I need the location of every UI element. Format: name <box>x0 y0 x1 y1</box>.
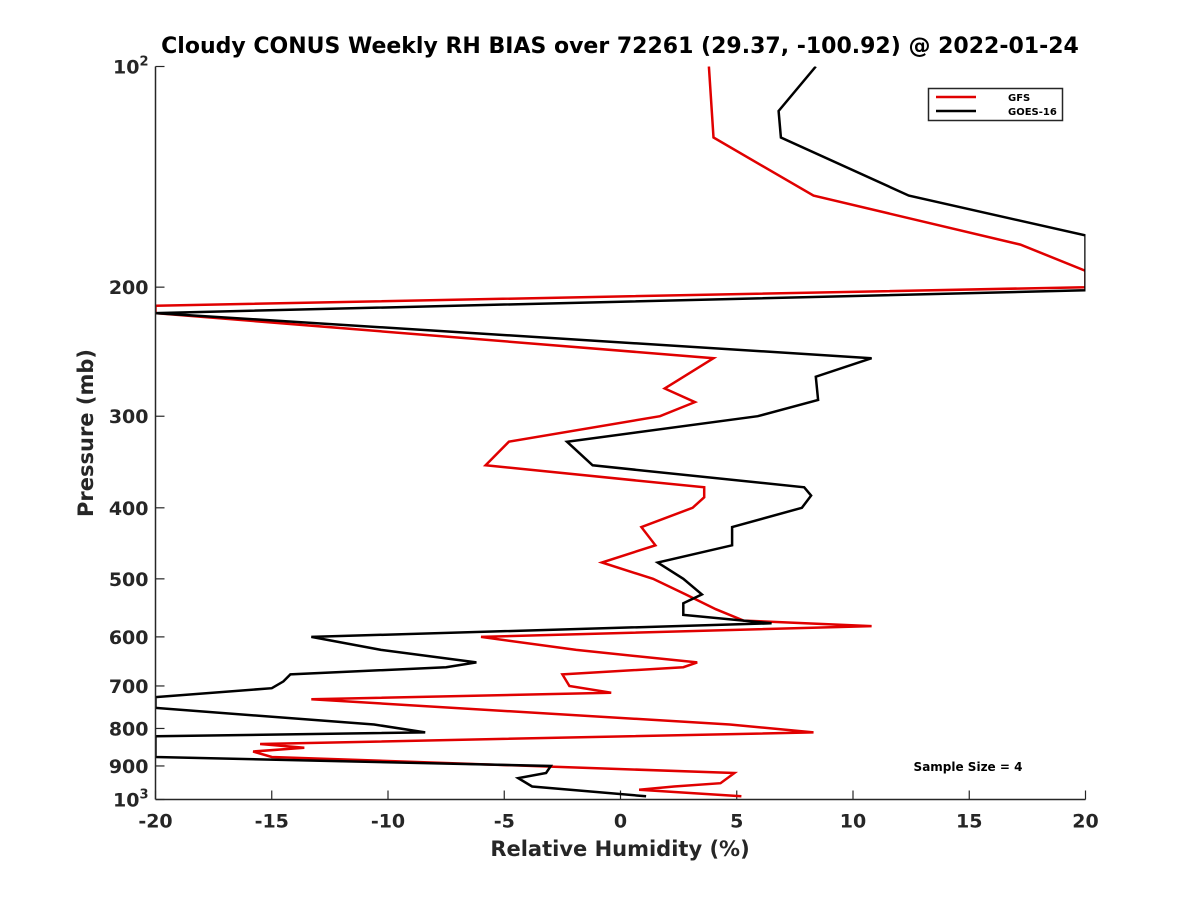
x-tick-label: 15 <box>956 811 982 833</box>
y-tick-label: 300 <box>109 406 149 428</box>
x-tick-label: -10 <box>371 811 405 833</box>
y-tick-label: 102 <box>113 55 149 79</box>
legend: GFS GOES-16 <box>927 87 1064 122</box>
legend-label-goes-16: GOES-16 <box>1008 107 1057 118</box>
x-axis: -20 -15 -10 -5 0 5 10 15 20 <box>138 790 1099 833</box>
legend-box <box>927 87 1064 122</box>
x-tick-label: -20 <box>138 811 172 833</box>
x-tick-label: -5 <box>494 811 515 833</box>
x-tick-label: 5 <box>730 811 743 833</box>
y-tick-label: 700 <box>109 676 149 698</box>
x-axis-label: Relative Humidity (%) <box>490 837 749 861</box>
x-tick-label: 20 <box>1072 811 1098 833</box>
x-tick-label: 0 <box>614 811 627 833</box>
y-tick-label: 800 <box>109 718 149 740</box>
plot-area <box>155 66 1086 800</box>
y-tick-label: 600 <box>109 627 149 649</box>
y-axis-label: Pressure (mb) <box>74 349 98 517</box>
y-tick-label: 900 <box>109 756 149 778</box>
x-tick-label: 10 <box>840 811 866 833</box>
sample-size-annotation: Sample Size = 4 <box>914 760 1023 774</box>
y-tick-label: 103 <box>113 788 149 812</box>
series-line-gfs <box>155 66 1086 798</box>
series-line-goes-16 <box>155 66 1086 798</box>
y-tick-label: 200 <box>109 277 149 299</box>
chart-title: Cloudy CONUS Weekly RH BIAS over 72261 (… <box>161 34 1079 59</box>
y-axis: 102 200 300 400 500 600 700 800 900 103 <box>109 55 165 812</box>
y-tick-label: 500 <box>109 569 149 591</box>
x-tick-label: -15 <box>255 811 289 833</box>
y-tick-label: 400 <box>109 498 149 520</box>
series-layer <box>155 66 1086 798</box>
legend-label-gfs: GFS <box>1008 93 1030 104</box>
